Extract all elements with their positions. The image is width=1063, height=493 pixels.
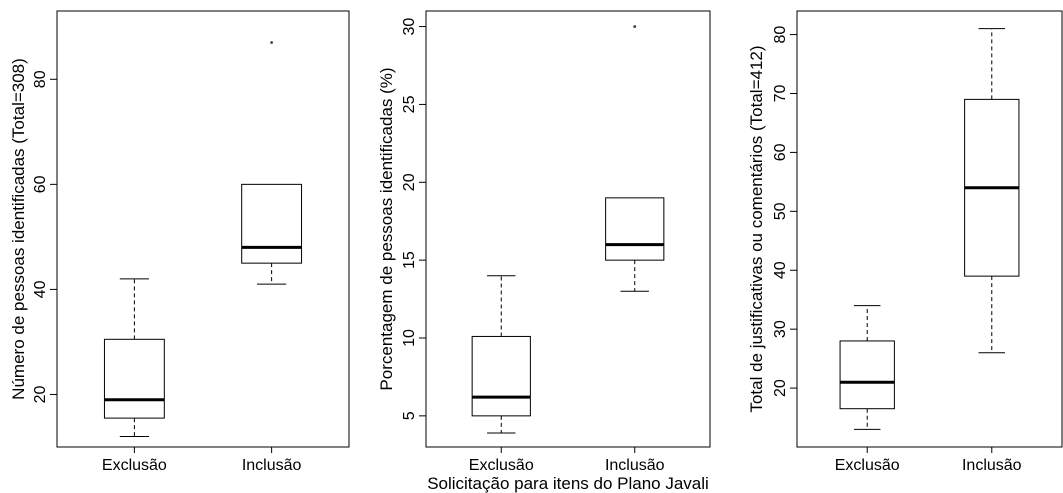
box-Exclusão bbox=[103, 278, 165, 437]
plot-frame bbox=[796, 10, 1063, 448]
x-tick-label: Inclusão bbox=[605, 457, 665, 474]
iqr-box bbox=[241, 183, 303, 264]
box-Inclusão bbox=[964, 28, 1020, 354]
x-tick-label: Inclusão bbox=[242, 457, 302, 474]
y-axis-title: Porcentagem de pessoas identificadas (%) bbox=[377, 67, 396, 390]
y-tick-label: 15 bbox=[401, 251, 418, 269]
y-tick-label: 20 bbox=[401, 173, 418, 191]
iqr-box bbox=[605, 197, 665, 261]
x-tick-label: Exclusão bbox=[835, 457, 900, 474]
y-tick-label: 20 bbox=[772, 379, 789, 397]
y-tick-label: 20 bbox=[32, 385, 49, 403]
y-tick-label: 40 bbox=[772, 261, 789, 279]
plot-frame bbox=[56, 10, 350, 448]
box-Exclusão bbox=[471, 275, 531, 434]
y-tick-label: 40 bbox=[32, 280, 49, 298]
box-Inclusão bbox=[241, 41, 303, 285]
y-tick-label: 10 bbox=[401, 329, 418, 347]
iqr-box bbox=[103, 338, 165, 419]
y-tick-label: 30 bbox=[772, 320, 789, 338]
outlier-point bbox=[270, 41, 274, 44]
x-tick-label: Exclusão bbox=[102, 457, 167, 474]
y-tick-label: 80 bbox=[32, 70, 49, 88]
iqr-box bbox=[471, 335, 531, 417]
y-tick-label: 80 bbox=[772, 26, 789, 44]
panel-2: 5 10 15 20 25 30 Porcentagem de pessoas identi… bbox=[377, 10, 711, 493]
y-axis-title: Número de pessoas identificadas (Total=3… bbox=[9, 58, 28, 400]
x-tick-label: Exclusão bbox=[469, 457, 534, 474]
panel-3: 20 30 40 50 60 70 80 Total de justificativas ou… bbox=[747, 10, 1063, 474]
y-tick-label: 60 bbox=[32, 175, 49, 193]
x-axis-title: Solicitação para itens do Plano Javali bbox=[427, 474, 709, 493]
y-tick-label: 30 bbox=[401, 18, 418, 36]
iqr-box bbox=[839, 340, 895, 410]
y-tick-label: 5 bbox=[401, 411, 418, 420]
y-tick-label: 50 bbox=[772, 202, 789, 220]
y-tick-label: 70 bbox=[772, 84, 789, 102]
x-tick-label: Inclusão bbox=[962, 457, 1022, 474]
box-Inclusão bbox=[605, 25, 665, 292]
y-tick-label: 60 bbox=[772, 143, 789, 161]
outlier-point bbox=[633, 25, 637, 28]
box-Exclusão bbox=[839, 305, 895, 430]
y-axis-title: Total de justificativas ou comentários (… bbox=[747, 45, 766, 412]
y-tick-label: 25 bbox=[401, 95, 418, 113]
plot-frame bbox=[425, 10, 711, 448]
